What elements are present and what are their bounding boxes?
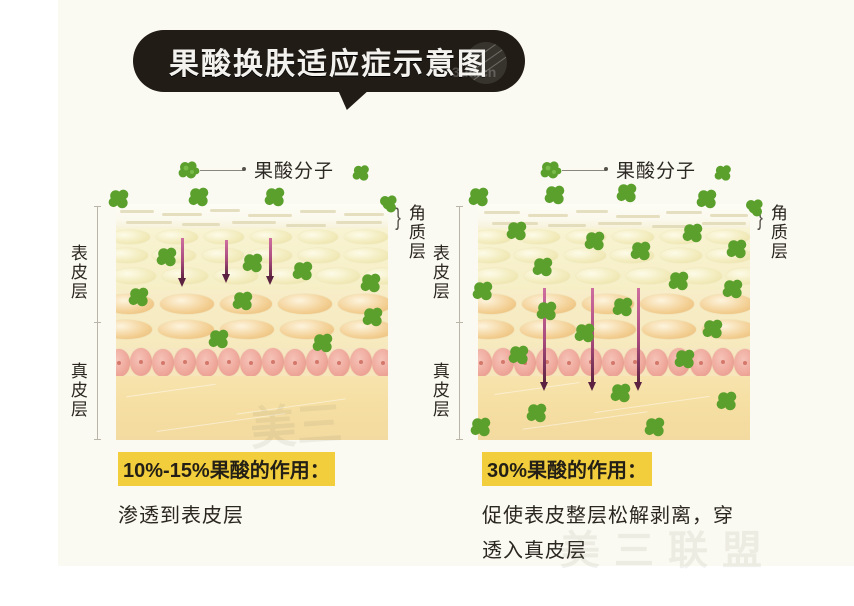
molecule-icon — [744, 198, 766, 218]
penetration-arrow — [222, 240, 230, 283]
molecule-icon — [714, 164, 734, 182]
molecule-icon — [312, 332, 336, 354]
label-corneum: 角质层 — [767, 204, 787, 261]
molecule-icon — [472, 280, 496, 302]
molecule-icon — [702, 318, 726, 340]
title-bubble-tail — [334, 88, 372, 110]
depth-scale-right — [456, 206, 464, 440]
molecule-icon — [242, 252, 266, 274]
caption-line: 促使表皮整层松解剥离，穿 — [482, 505, 734, 527]
molecule-icon — [616, 182, 640, 204]
molecule-icon — [508, 344, 532, 366]
molecule-icon — [108, 188, 132, 210]
molecule-icon — [612, 296, 636, 318]
molecule-icon — [544, 184, 568, 206]
molecule-icon — [540, 160, 562, 180]
caption-right: 30%果酸的作用： 促使表皮整层松解剥离，穿 透入真皮层 — [482, 452, 792, 569]
legend-pointer-line — [200, 170, 244, 171]
corneum-bracket-icon: } — [757, 204, 763, 231]
caption-right-highlight: 30%果酸的作用： — [482, 452, 653, 486]
molecule-icon — [128, 286, 152, 308]
molecule-icon — [178, 160, 200, 180]
legend-right: 果酸分子 — [432, 148, 782, 194]
legend-pointer-dot — [604, 167, 608, 171]
legend-pointer-dot — [242, 167, 246, 171]
depth-scale-left — [94, 206, 102, 440]
molecule-icon — [574, 322, 598, 344]
layer-basal — [116, 348, 388, 378]
molecule-icon — [682, 222, 706, 244]
molecule-icon — [716, 390, 740, 412]
molecule-icon — [468, 186, 492, 208]
molecule-icon — [360, 272, 384, 294]
molecule-icon — [722, 278, 746, 300]
molecule-icon — [668, 270, 692, 292]
molecule-icon — [536, 300, 560, 322]
molecule-icon — [532, 256, 556, 278]
molecule-icon — [696, 188, 720, 210]
caption-left-body: 渗透到表皮层 — [118, 499, 418, 534]
caption-line: 渗透到表皮层 — [118, 505, 244, 527]
molecule-icon — [156, 246, 180, 268]
caption-left: 10%-15%果酸的作用： 渗透到表皮层 — [118, 452, 418, 534]
molecule-icon — [726, 238, 750, 260]
layer-dermis — [116, 376, 388, 440]
molecule-icon — [378, 194, 400, 214]
molecule-icon — [470, 416, 494, 438]
molecule-icon — [506, 220, 530, 242]
legend-label: 果酸分子 — [254, 161, 335, 182]
label-epidermis: 表皮层 — [67, 244, 87, 301]
molecule-icon — [188, 186, 212, 208]
label-dermis: 真皮层 — [67, 362, 87, 419]
caption-left-highlight: 10%-15%果酸的作用： — [118, 452, 335, 486]
skin-cross-section-right — [468, 183, 763, 440]
molecule-icon — [584, 230, 608, 252]
molecule-icon — [630, 240, 654, 262]
page-title: 果酸换肤适应症示意图 — [169, 48, 489, 81]
caption-line: 透入真皮层 — [482, 540, 587, 562]
label-epidermis: 表皮层 — [429, 244, 449, 301]
layer-stratum-corneum — [116, 204, 388, 230]
caption-right-body: 促使表皮整层松解剥离，穿 透入真皮层 — [482, 499, 792, 569]
layer-spinous — [478, 290, 750, 348]
corneum-bracket-icon: } — [395, 204, 401, 231]
legend-label: 果酸分子 — [616, 161, 697, 182]
label-dermis: 真皮层 — [429, 362, 449, 419]
molecule-icon — [362, 306, 386, 328]
penetration-arrow — [266, 238, 274, 285]
label-corneum: 角质层 — [405, 204, 425, 261]
penetration-arrow — [634, 288, 642, 391]
penetration-arrow — [540, 288, 548, 391]
molecule-icon — [264, 186, 288, 208]
molecule-icon — [644, 416, 668, 438]
skin-cross-section-left — [108, 187, 397, 440]
molecule-icon — [674, 348, 698, 370]
molecule-icon — [352, 164, 372, 182]
title-bubble: 果酸换肤适应症示意图 — [133, 30, 525, 92]
bubble-watermark-icon — [465, 42, 507, 84]
molecule-icon — [526, 402, 550, 424]
molecule-icon — [232, 290, 256, 312]
molecule-icon — [610, 382, 634, 404]
molecule-icon — [208, 328, 232, 350]
molecule-icon — [292, 260, 316, 282]
legend-pointer-line — [562, 170, 606, 171]
penetration-arrow — [178, 238, 186, 287]
legend-left: 果酸分子 — [70, 148, 420, 194]
